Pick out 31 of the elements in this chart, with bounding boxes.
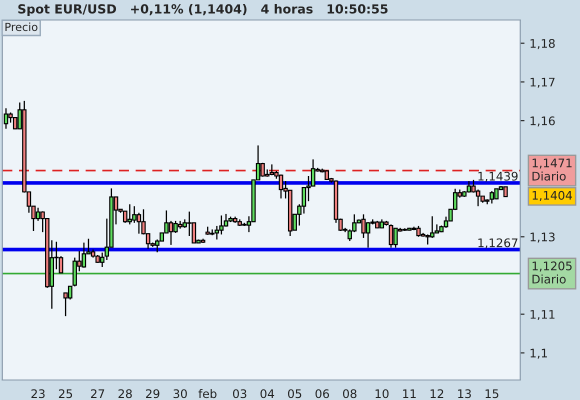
- x-tick-label: 27: [91, 389, 104, 398]
- x-tick-label: 15: [486, 389, 498, 398]
- x-tick-label: 04: [260, 389, 274, 398]
- chart-title: Spot EUR/USD +0,11% (1,1404) 4 horas 10:50:55: [18, 4, 388, 16]
- ref-line-label: 1,1471 Diario: [532, 158, 572, 181]
- x-tick-label: 25: [58, 389, 72, 398]
- x-tick-label: 05: [288, 389, 302, 398]
- x-tick-label: 08: [343, 389, 356, 398]
- x-tick-label: 28: [118, 389, 132, 398]
- candlestick: [503, 186, 508, 198]
- ref-line-label: 1,1205 Diario: [532, 261, 572, 284]
- y-tick-label: 1,18: [530, 38, 555, 50]
- x-tick-label: 10: [376, 389, 389, 398]
- x-tick-label: feb: [198, 389, 216, 398]
- x-tick-label: 30: [174, 389, 187, 398]
- x-tick-label: 29: [146, 389, 160, 398]
- x-tick-label: 13: [458, 389, 471, 398]
- y-tick-label: 1,16: [530, 116, 555, 127]
- y-tick-label: 1,17: [530, 78, 555, 88]
- text: 1,1404: [532, 190, 572, 202]
- x-tick-label: 11: [403, 389, 416, 398]
- x-tick-label: 23: [31, 389, 45, 398]
- y-tick-label: 1,1: [530, 348, 547, 359]
- x-tick-label: 03: [233, 389, 246, 398]
- ref-line-label: 1,1267: [478, 238, 518, 248]
- chart-subtitle: Precio: [5, 22, 38, 32]
- y-tick-label: 1,13: [530, 232, 555, 243]
- x-tick-label: 06: [316, 389, 330, 398]
- x-tick-label: 12: [430, 389, 444, 398]
- y-tick-label: 1,11: [530, 310, 554, 320]
- ref-line-label: 1,1439: [478, 172, 518, 182]
